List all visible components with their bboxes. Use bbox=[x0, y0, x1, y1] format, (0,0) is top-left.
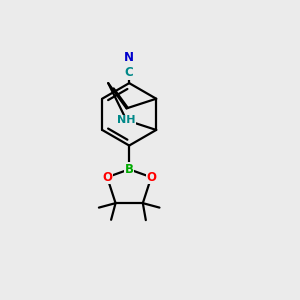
Text: C: C bbox=[125, 66, 134, 79]
Text: O: O bbox=[102, 171, 112, 184]
Text: NH: NH bbox=[117, 115, 136, 125]
Text: N: N bbox=[124, 51, 134, 64]
Text: B: B bbox=[125, 163, 134, 176]
Text: O: O bbox=[146, 171, 156, 184]
